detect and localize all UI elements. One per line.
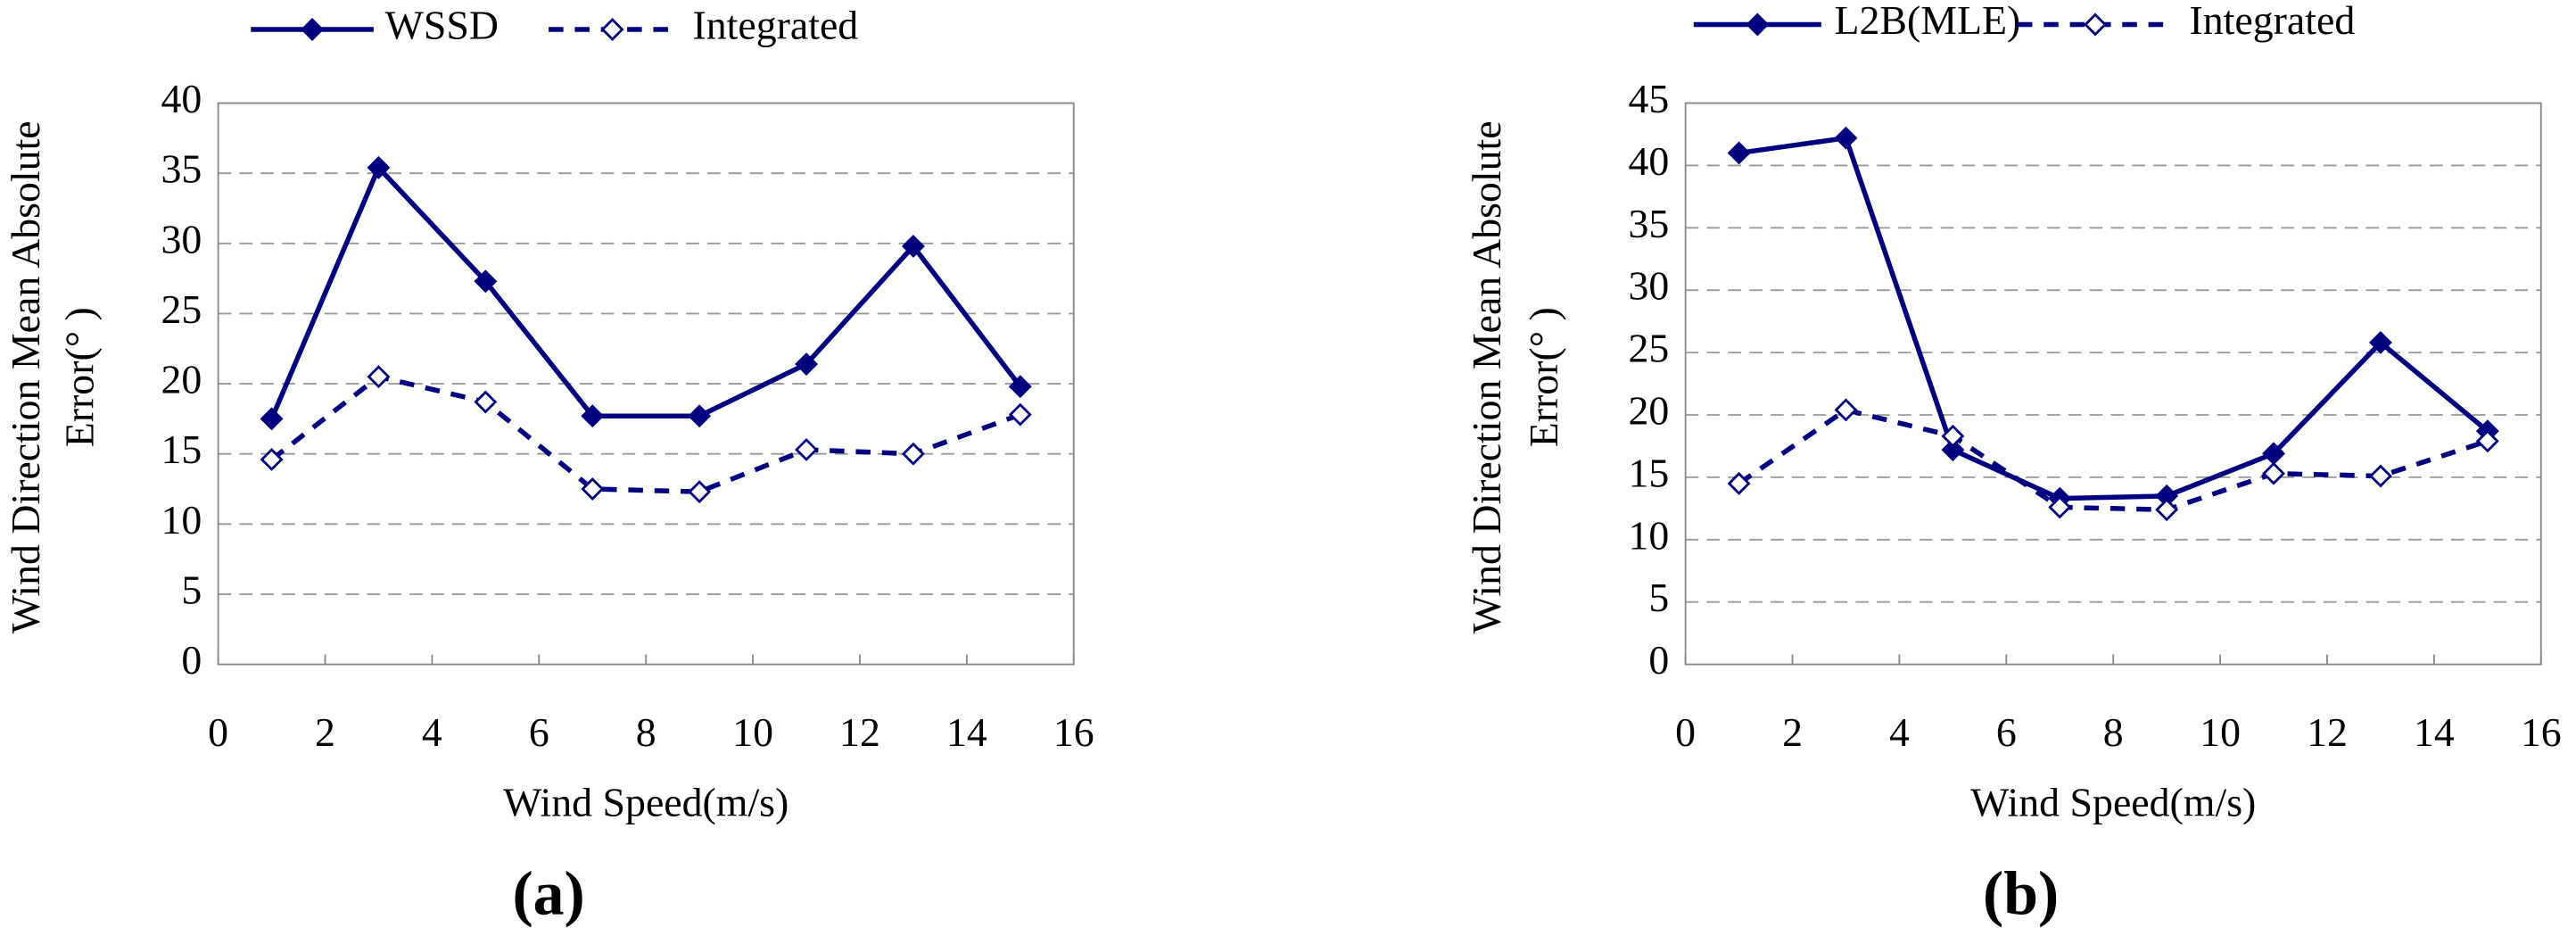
x-tick-label: 4 bbox=[422, 709, 442, 755]
plot-frame bbox=[1684, 102, 2542, 666]
x-tick-label: 0 bbox=[1675, 709, 1696, 755]
legend-label: L2B(MLE) bbox=[1835, 0, 2021, 43]
y-axis-label: Wind Direction Mean Absolute bbox=[1464, 120, 1509, 634]
x-tick-label: 6 bbox=[529, 709, 549, 755]
data-point bbox=[260, 448, 284, 471]
y-tick-label: 40 bbox=[1628, 138, 1669, 184]
data-point bbox=[2368, 330, 2392, 354]
data-point bbox=[1834, 398, 1858, 422]
data-point bbox=[581, 477, 605, 501]
series-line bbox=[269, 374, 1021, 494]
data-point bbox=[795, 438, 818, 461]
data-point bbox=[2475, 429, 2499, 453]
y-tick-label: 0 bbox=[181, 637, 202, 683]
data-point bbox=[795, 352, 818, 376]
x-tick-label: 12 bbox=[839, 709, 880, 755]
data-point bbox=[2155, 498, 2179, 522]
y-axis-label: Error(° ) bbox=[1521, 307, 1566, 447]
data-point bbox=[1941, 438, 1965, 462]
legend-label: Integrated bbox=[2189, 0, 2355, 43]
x-tick-label: 14 bbox=[2414, 709, 2455, 755]
y-tick-label: 15 bbox=[161, 427, 202, 472]
data-point bbox=[1727, 471, 1751, 495]
x-tick-label: 16 bbox=[1053, 709, 1094, 755]
legend-label: WSSD bbox=[385, 3, 499, 48]
x-tick-label: 10 bbox=[2200, 709, 2241, 755]
data-point bbox=[1008, 402, 1032, 427]
y-tick-label: 0 bbox=[1648, 637, 1669, 683]
legend-marker bbox=[1746, 12, 1770, 37]
y-axis-label: Error(° ) bbox=[57, 307, 103, 447]
x-tick-label: 10 bbox=[732, 709, 773, 755]
y-tick-label: 15 bbox=[1628, 450, 1669, 495]
series-line bbox=[269, 162, 1022, 420]
data-point bbox=[1727, 141, 1751, 165]
data-point bbox=[1008, 375, 1032, 399]
x-tick-label: 16 bbox=[2521, 709, 2562, 755]
data-point bbox=[2048, 495, 2072, 519]
legend-marker bbox=[600, 18, 624, 41]
series-line bbox=[1738, 407, 2489, 512]
data-point bbox=[901, 234, 925, 258]
y-tick-label: 10 bbox=[1628, 512, 1669, 558]
data-point bbox=[2262, 461, 2285, 485]
panel-label: (b) bbox=[1983, 860, 2059, 929]
y-tick-label: 25 bbox=[1628, 326, 1669, 371]
data-point bbox=[901, 442, 925, 466]
x-tick-label: 8 bbox=[636, 709, 656, 755]
y-tick-label: 35 bbox=[161, 146, 202, 192]
y-tick-label: 5 bbox=[181, 567, 202, 612]
legend-label: Integrated bbox=[692, 3, 858, 48]
data-point bbox=[688, 404, 712, 428]
x-tick-label: 0 bbox=[208, 709, 228, 755]
y-tick-label: 20 bbox=[1628, 388, 1669, 434]
y-tick-label: 20 bbox=[161, 357, 202, 402]
x-axis-label: Wind Speed(m/s) bbox=[1970, 780, 2256, 825]
y-tick-label: 40 bbox=[161, 76, 202, 121]
y-tick-label: 5 bbox=[1648, 575, 1669, 620]
data-point bbox=[688, 480, 712, 504]
x-tick-label: 12 bbox=[2307, 709, 2348, 755]
data-point bbox=[367, 365, 391, 389]
data-point bbox=[474, 390, 498, 414]
legend-marker bbox=[2084, 12, 2107, 37]
y-tick-label: 30 bbox=[1628, 263, 1669, 309]
x-tick-label: 2 bbox=[1782, 709, 1803, 755]
y-axis-label: Wind Direction Mean Absolute bbox=[3, 120, 48, 634]
x-tick-label: 6 bbox=[1996, 709, 2017, 755]
series-line bbox=[1738, 135, 2489, 501]
data-point bbox=[1941, 424, 1965, 448]
data-point bbox=[1834, 126, 1858, 150]
x-axis-label: Wind Speed(m/s) bbox=[503, 780, 788, 825]
y-tick-label: 25 bbox=[161, 286, 202, 332]
x-tick-label: 14 bbox=[946, 709, 987, 755]
data-point bbox=[581, 404, 605, 428]
y-tick-label: 30 bbox=[161, 216, 202, 261]
panel-label: (a) bbox=[512, 860, 584, 929]
data-point bbox=[367, 155, 391, 179]
data-point bbox=[474, 269, 498, 294]
data-point bbox=[2368, 464, 2392, 488]
data-point bbox=[260, 407, 284, 431]
y-tick-label: 45 bbox=[1628, 76, 1669, 121]
x-tick-label: 2 bbox=[315, 709, 335, 755]
x-tick-label: 4 bbox=[1889, 709, 1910, 755]
x-tick-label: 8 bbox=[2103, 709, 2124, 755]
legend-marker bbox=[301, 18, 325, 41]
y-tick-label: 35 bbox=[1628, 201, 1669, 246]
y-tick-label: 10 bbox=[161, 497, 202, 543]
